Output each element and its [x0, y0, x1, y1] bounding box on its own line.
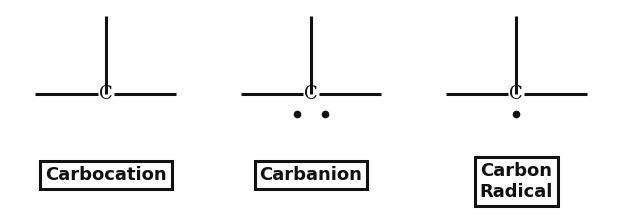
Text: Carbon
Radical: Carbon Radical — [480, 162, 553, 201]
Text: C: C — [304, 85, 318, 103]
Text: C: C — [509, 85, 523, 103]
Text: Carbocation: Carbocation — [45, 166, 167, 184]
Text: C: C — [99, 85, 113, 103]
Text: Carbanion: Carbanion — [259, 166, 363, 184]
